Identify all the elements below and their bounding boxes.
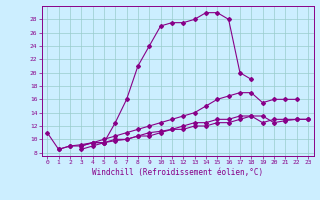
X-axis label: Windchill (Refroidissement éolien,°C): Windchill (Refroidissement éolien,°C) bbox=[92, 168, 263, 177]
